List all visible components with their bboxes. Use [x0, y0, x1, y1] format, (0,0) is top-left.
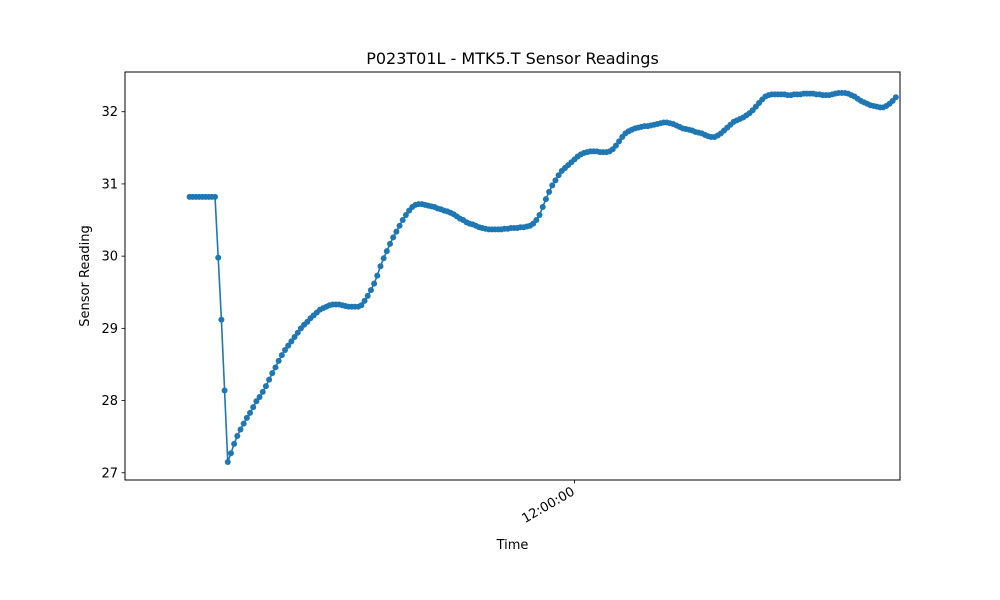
data-point — [552, 177, 559, 184]
data-point — [390, 234, 397, 241]
data-point — [278, 352, 285, 359]
data-point — [282, 347, 289, 354]
data-point — [250, 404, 257, 411]
data-point — [259, 388, 266, 395]
data-point — [367, 287, 374, 294]
data-point — [272, 364, 279, 371]
data-point — [285, 342, 292, 349]
data-point — [237, 426, 244, 433]
plot-area — [186, 89, 899, 465]
data-point — [555, 172, 562, 179]
data-point — [227, 450, 234, 457]
data-point — [533, 217, 540, 224]
data-point — [377, 263, 384, 270]
data-point — [288, 338, 295, 345]
y-tick-label: 27 — [101, 466, 118, 481]
data-point — [269, 370, 276, 377]
data-point — [266, 376, 273, 383]
data-point — [262, 383, 269, 390]
data-point — [612, 142, 619, 149]
data-point — [542, 196, 549, 203]
data-point — [240, 420, 247, 427]
data-point — [536, 211, 543, 218]
y-tick-label: 28 — [101, 394, 118, 409]
data-point — [539, 204, 546, 211]
data-point — [224, 458, 231, 465]
data-point — [358, 302, 365, 309]
y-axis-ticks: 27 28 29 30 31 32 — [101, 105, 125, 481]
data-point — [616, 138, 623, 145]
y-tick-label: 32 — [101, 105, 118, 120]
y-tick-label: 31 — [101, 177, 118, 192]
data-point — [387, 240, 394, 247]
data-point — [374, 272, 381, 279]
data-point — [218, 316, 225, 323]
data-point — [212, 193, 219, 200]
data-point — [399, 217, 406, 224]
y-tick-label: 30 — [101, 250, 118, 265]
chart-title: P023T01L - MTK5.T Sensor Readings — [366, 49, 659, 68]
data-point — [383, 248, 390, 255]
y-tick-label: 29 — [101, 322, 118, 337]
data-point — [291, 334, 298, 341]
data-point — [231, 440, 238, 447]
data-point — [546, 188, 553, 195]
axes-frame — [124, 71, 901, 481]
y-axis-label: Sensor Reading — [78, 225, 93, 326]
data-point — [364, 292, 371, 299]
data-point — [361, 297, 368, 304]
data-point — [234, 432, 241, 439]
data-point — [380, 255, 387, 262]
data-point — [275, 357, 282, 364]
data-point — [243, 414, 250, 421]
data-point — [221, 387, 228, 394]
x-axis-label: Time — [496, 538, 529, 553]
data-point — [393, 228, 400, 235]
data-point — [396, 222, 403, 229]
data-point — [256, 393, 263, 400]
data-point — [247, 409, 254, 416]
data-point — [892, 94, 899, 101]
data-point — [549, 182, 556, 189]
data-point — [371, 280, 378, 287]
data-point — [253, 398, 260, 405]
data-point — [294, 329, 301, 336]
data-point — [402, 211, 409, 218]
data-point — [215, 254, 222, 261]
